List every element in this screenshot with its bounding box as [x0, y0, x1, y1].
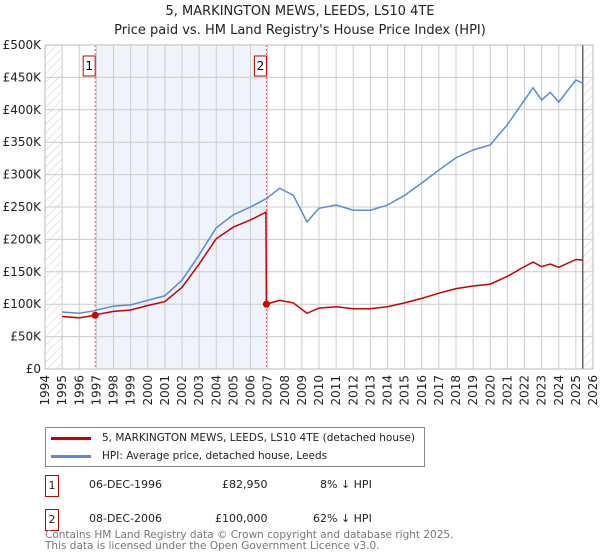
y-tick-label: £0: [26, 362, 41, 376]
y-tick-label: £300K: [3, 168, 43, 182]
x-tick-label: 2022: [518, 375, 532, 406]
x-tick-label: 2006: [244, 375, 258, 406]
y-tick-label: £50K: [10, 330, 42, 344]
x-tick-label: 2003: [192, 375, 206, 406]
x-tick-label: 2010: [312, 375, 326, 406]
y-tick-label: £350K: [3, 135, 43, 149]
x-tick-label: 2011: [329, 375, 343, 406]
x-tick-label: 2026: [586, 375, 600, 406]
transaction-price: £82,950: [222, 478, 268, 491]
y-tick-label: £200K: [3, 232, 43, 246]
x-tick-label: 2024: [552, 375, 566, 406]
chart-title: 5, MARKINGTON MEWS, LEEDS, LS10 4TE Pric…: [0, 2, 600, 40]
y-tick-label: £400K: [3, 103, 43, 117]
y-tick-label: £250K: [3, 200, 43, 214]
x-tick-label: 2008: [278, 375, 292, 406]
x-tick-label: 1995: [55, 375, 69, 406]
sale-marker-box: [253, 55, 267, 77]
x-tick-label: 2002: [175, 375, 189, 406]
x-tick-label: 2009: [295, 375, 309, 406]
x-tick-label: 2012: [346, 375, 360, 406]
legend-item-hpi: HPI: Average price, detached house, Leed…: [46, 447, 327, 465]
legend: 5, MARKINGTON MEWS, LEEDS, LS10 4TE (det…: [45, 427, 425, 467]
y-tick-label: £450K: [3, 70, 43, 84]
x-tick-label: 2025: [569, 375, 583, 406]
price-chart: 1994 1995 1996 1997 1998 1999 2000 2001 2002 2003…: [3, 38, 600, 406]
legend-item-property: 5, MARKINGTON MEWS, LEEDS, LS10 4TE (det…: [46, 429, 415, 447]
plot-border: [44, 44, 594, 370]
x-tick-label: 1996: [72, 375, 86, 406]
footer-line-2: This data is licensed under the Open Gov…: [45, 540, 380, 552]
x-tick-label: 2021: [500, 375, 514, 406]
transaction-row: 2 08-DEC-2006 £100,000 62% ↓ HPI: [45, 509, 445, 531]
transaction-row: 1 06-DEC-1996 £82,950 8% ↓ HPI: [45, 475, 445, 497]
x-tick-label: 2007: [261, 375, 275, 406]
x-tick-label: 2000: [141, 375, 155, 406]
transaction-badge: 2: [45, 509, 59, 531]
y-tick-label: £100K: [3, 297, 43, 311]
x-tick-label: 2005: [226, 375, 240, 406]
footer-line-1: Contains HM Land Registry data © Crown c…: [45, 529, 454, 541]
x-tick-label: 2015: [398, 375, 412, 406]
x-tick-label: 2013: [363, 375, 377, 406]
x-tick-label: 2020: [483, 375, 497, 406]
x-tick-label: 1997: [89, 375, 103, 406]
x-tick-label: 1999: [124, 375, 138, 406]
y-tick-label: £500K: [3, 38, 43, 52]
y-tick-label: £150K: [3, 265, 43, 279]
sale-marker-label: 1: [85, 59, 93, 73]
legend-label-property: 5, MARKINGTON MEWS, LEEDS, LS10 4TE (det…: [102, 432, 416, 444]
x-tick-label: 2004: [209, 375, 223, 406]
x-tick-label: 2023: [535, 375, 549, 406]
x-tick-label: 2019: [466, 375, 480, 406]
x-tick-label: 2016: [415, 375, 429, 406]
hpi-line: [62, 79, 584, 315]
sale-point: [91, 311, 99, 319]
footer: Contains HM Land Registry data © Crown c…: [45, 530, 453, 552]
legend-label-hpi: HPI: Average price, detached house, Leed…: [102, 450, 328, 462]
x-tick-label: 1994: [38, 375, 52, 406]
title-line-1: 5, MARKINGTON MEWS, LEEDS, LS10 4TE: [165, 4, 435, 19]
transaction-date: 08-DEC-2006: [89, 512, 163, 525]
x-tick-label: 2014: [381, 375, 395, 406]
transaction-badge: 1: [45, 475, 59, 497]
x-tick-label: 1998: [107, 375, 121, 406]
property-price-line: [62, 210, 583, 319]
x-tick-label: 2017: [432, 375, 446, 406]
transaction-date: 06-DEC-1996: [89, 478, 163, 491]
transaction-delta: 8% ↓ HPI: [320, 478, 372, 491]
sale-marker-label: 2: [257, 59, 265, 73]
title-line-2: Price paid vs. HM Land Registry's House …: [114, 23, 486, 38]
x-tick-label: 2018: [449, 375, 463, 406]
transaction-price: £100,000: [215, 512, 268, 525]
sale-point: [262, 300, 270, 308]
x-tick-label: 2001: [158, 375, 172, 406]
sale-marker-box: [82, 55, 96, 77]
transaction-delta: 62% ↓ HPI: [313, 512, 372, 525]
